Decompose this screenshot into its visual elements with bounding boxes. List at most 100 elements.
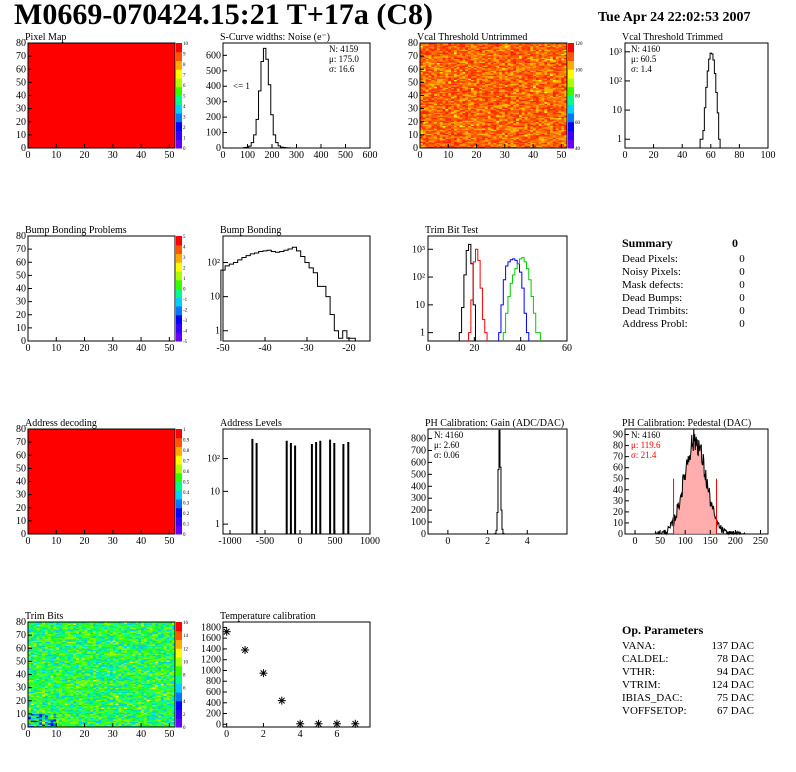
heatmap-cell: [465, 108, 469, 111]
heatmap-cell: [479, 128, 483, 130]
heatmap-cell: [516, 73, 520, 75]
heatmap-cell: [538, 66, 542, 69]
heatmap-cell: [501, 107, 506, 109]
heatmap-cell: [507, 64, 511, 66]
heatmap-cell: [530, 140, 534, 142]
heatmap-cell: [544, 123, 548, 125]
heatmap-cell: [468, 125, 472, 128]
heatmap-cell: [465, 60, 469, 62]
heatmap-cell: [538, 123, 542, 125]
heatmap-cell: [535, 52, 540, 54]
heatmap-cell: [510, 50, 514, 53]
heatmap-cell: [521, 121, 525, 124]
heatmap-cell: [465, 45, 469, 48]
heatmap-cell: [468, 82, 472, 84]
heatmap-cell: [550, 56, 554, 58]
heatmap-cell: [422, 44, 426, 46]
heatmap-cell: [501, 57, 506, 60]
heatmap-cell: [516, 133, 520, 136]
heatmap-cell: [442, 108, 446, 111]
heatmap-cell: [504, 141, 508, 144]
heatmap-cell: [499, 124, 503, 126]
heatmap-cell: [541, 66, 545, 69]
heatmap-cell: [501, 140, 506, 142]
heatmap-cell: [513, 44, 517, 46]
heatmap-cell: [28, 700, 32, 703]
heatmap-cell: [493, 109, 497, 112]
heatmap-cell: [28, 704, 32, 707]
heatmap-cell: [476, 85, 480, 87]
heatmap-cell: [428, 54, 432, 57]
heatmap-cell: [510, 99, 514, 102]
heatmap-cell: [524, 45, 528, 48]
heatmap-cell: [451, 92, 455, 95]
heatmap-cell: [507, 117, 511, 120]
heatmap-cell: [541, 81, 545, 83]
heatmap-cell: [510, 94, 514, 96]
x-tick-label: 20: [472, 150, 482, 161]
heatmap-cell: [561, 119, 565, 121]
heatmap-cell: [533, 141, 537, 144]
heatmap-cell: [513, 102, 517, 104]
heatmap-cell: [507, 127, 511, 129]
heatmap-cell: [552, 92, 556, 95]
heatmap-cell: [482, 90, 486, 92]
heatmap-cell: [468, 112, 472, 115]
heatmap-cell: [453, 107, 458, 109]
heatmap-cell: [422, 123, 426, 125]
heatmap-cell: [33, 635, 37, 637]
heatmap-cell: [550, 130, 554, 133]
heatmap-cell: [425, 91, 429, 94]
heatmap-cell: [552, 50, 556, 53]
heatmap-cell: [504, 134, 508, 137]
heatmap-cell: [485, 119, 489, 121]
heatmap-cell: [552, 111, 556, 113]
heatmap-cell: [431, 115, 435, 117]
heatmap-cell: [564, 71, 568, 74]
y-tick-label: 0: [21, 529, 26, 540]
heatmap-cell: [561, 98, 565, 100]
heatmap-cell: [544, 140, 548, 142]
heatmap-cell: [493, 113, 497, 116]
heatmap-cell: [473, 50, 477, 53]
heatmap-cell: [459, 88, 463, 91]
heatmap-cell: [516, 111, 520, 113]
heatmap-cell: [445, 140, 449, 142]
heatmap-cell: [33, 698, 37, 700]
heatmap-cell: [499, 92, 503, 95]
heatmap-cell: [465, 144, 469, 146]
heatmap-cell: [439, 60, 443, 62]
heatmap-cell: [516, 134, 520, 137]
heatmap-cell: [448, 123, 452, 125]
heatmap-cell: [479, 79, 483, 82]
heatmap-cell: [425, 99, 429, 102]
heatmap-cell: [524, 144, 528, 146]
heatmap-cell: [448, 58, 452, 61]
heatmap-cell: [501, 130, 506, 133]
heatmap-cell: [493, 81, 497, 83]
heatmap-cell: [42, 720, 46, 723]
heatmap-cell: [428, 81, 432, 83]
heatmap-cell: [541, 86, 545, 88]
heatmap-cell: [527, 75, 531, 78]
heatmap-cell: [448, 66, 452, 69]
heatmap-cell: [552, 81, 556, 83]
heatmap-cell: [420, 56, 424, 58]
heatmap-cell: [420, 79, 424, 82]
heatmap-cell: [493, 52, 497, 54]
heatmap-cell: [552, 90, 556, 92]
heatmap-cell: [516, 129, 520, 132]
heatmap-cell: [521, 58, 525, 61]
heatmap-cell: [33, 703, 37, 705]
heatmap-cell: [524, 88, 528, 91]
heatmap-cell: [507, 83, 511, 86]
heatmap-cell: [499, 78, 503, 81]
heatmap-cell: [439, 83, 443, 86]
heatmap-cell: [33, 632, 37, 635]
heatmap-cell: [28, 712, 32, 715]
heatmap-cell: [547, 90, 551, 92]
heatmap-cell: [499, 66, 503, 69]
heatmap-cell: [442, 92, 446, 95]
heatmap-cell: [533, 88, 537, 91]
heatmap-cell: [439, 116, 443, 119]
